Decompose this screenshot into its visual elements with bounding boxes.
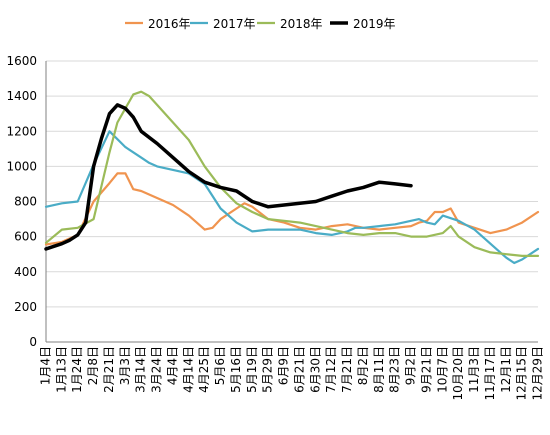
x-tick-label: 8月2日 bbox=[356, 346, 370, 385]
x-tick-label: 11月3日 bbox=[467, 346, 481, 393]
series-line-3 bbox=[44, 90, 540, 257]
y-tick-label: 800 bbox=[14, 195, 37, 209]
series-line-4 bbox=[44, 103, 413, 251]
gridlines bbox=[46, 60, 538, 308]
x-tick-label: 2月21日 bbox=[102, 346, 116, 393]
legend-label: 2017年 bbox=[213, 17, 256, 31]
series-line-2 bbox=[44, 130, 540, 265]
y-tick-label: 600 bbox=[14, 230, 37, 244]
x-tick-label: 7月21日 bbox=[340, 346, 354, 393]
x-tick-label: 5月6日 bbox=[213, 346, 227, 385]
x-tick-label: 3月3日 bbox=[118, 346, 132, 385]
x-tick-label: 6月30日 bbox=[308, 346, 322, 393]
y-tick-label: 1200 bbox=[6, 124, 37, 138]
x-tick-label: 12月15日 bbox=[515, 346, 529, 401]
x-tick-label: 6月9日 bbox=[277, 346, 291, 385]
y-tick-label: 1400 bbox=[6, 89, 37, 103]
x-tick-label: 8月11日 bbox=[372, 346, 386, 393]
y-tick-label: 0 bbox=[29, 335, 37, 349]
y-tick-label: 1000 bbox=[6, 159, 37, 173]
x-tick-label: 5月16日 bbox=[229, 346, 243, 393]
x-tick-label: 12月29日 bbox=[531, 346, 545, 401]
x-tick-label: 7月12日 bbox=[324, 346, 338, 393]
x-tick-label: 6月21日 bbox=[292, 346, 306, 393]
x-tick-label: 3月24日 bbox=[150, 346, 164, 393]
x-tick-label: 10月7日 bbox=[435, 346, 449, 393]
y-tick-label: 1600 bbox=[6, 54, 37, 68]
x-tick-label: 1月13日 bbox=[54, 346, 68, 393]
x-tick-label: 8月23日 bbox=[388, 346, 402, 393]
y-axis: 0 200 400 600 800 1000 1200 1400 1600 bbox=[6, 54, 47, 349]
x-tick-label: 4月25日 bbox=[197, 346, 211, 393]
legend-label: 2018年 bbox=[280, 17, 323, 31]
y-tick-label: 200 bbox=[14, 300, 37, 314]
x-tick-label: 9月21日 bbox=[419, 346, 433, 393]
x-tick-label: 1月4日 bbox=[39, 346, 53, 385]
x-tick-label: 4月4日 bbox=[165, 346, 179, 385]
x-tick-label: 5月19日 bbox=[245, 346, 259, 393]
x-axis: 1月4日 1月13日 1月24日 2月8日 2月21日 3月3日 3月14日 3月24日 4月4… bbox=[39, 341, 545, 401]
y-tick-label: 400 bbox=[14, 265, 37, 279]
series-line-1 bbox=[44, 172, 540, 246]
x-tick-label: 11月17日 bbox=[483, 346, 497, 401]
x-tick-label: 1月24日 bbox=[70, 346, 84, 393]
x-tick-label: 9月2日 bbox=[404, 346, 418, 385]
series-lines bbox=[44, 90, 540, 265]
legend-label: 2016年 bbox=[148, 17, 191, 31]
legend-label: 2019年 bbox=[353, 17, 396, 31]
x-tick-label: 12月1日 bbox=[499, 346, 513, 393]
x-tick-label: 10月20日 bbox=[451, 346, 465, 401]
x-tick-label: 3月14日 bbox=[134, 346, 148, 393]
legend: 2016年 2017年 2018年 2019年 bbox=[125, 17, 396, 31]
x-tick-label: 5月29日 bbox=[261, 346, 275, 393]
x-tick-label: 2月8日 bbox=[86, 346, 100, 385]
x-tick-label: 4月14日 bbox=[181, 346, 195, 393]
